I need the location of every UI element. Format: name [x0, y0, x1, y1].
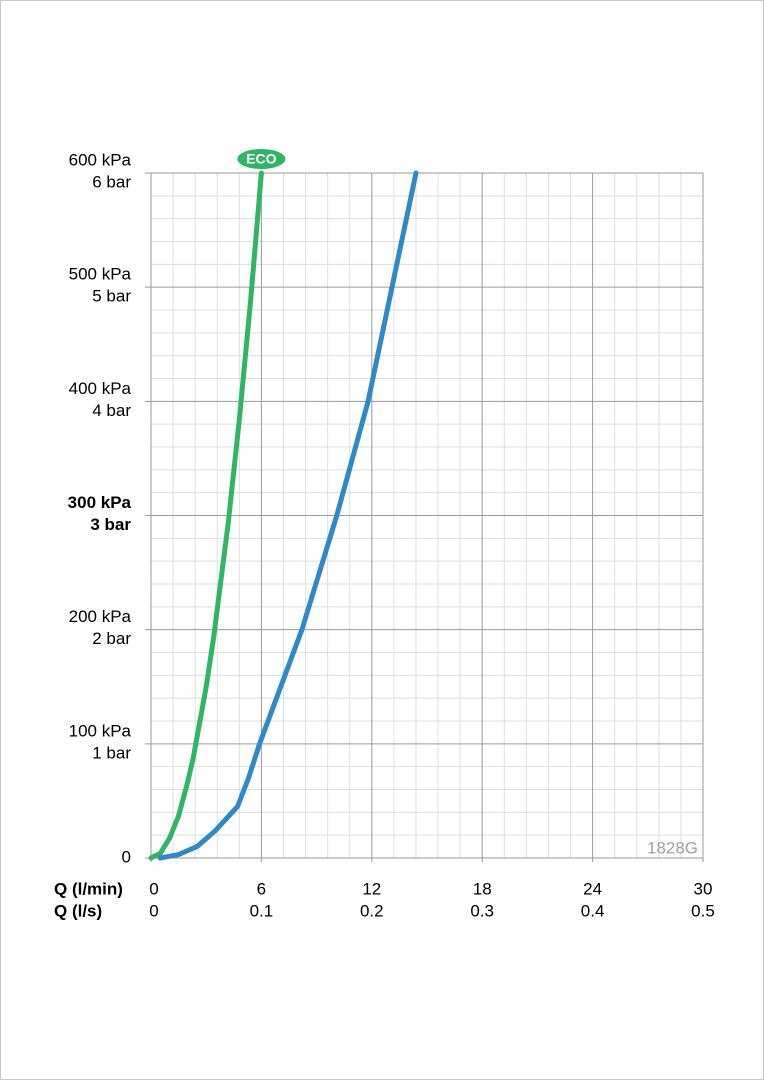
y-tick-label: 100 kPa [69, 721, 132, 740]
x2-tick-label: 0.5 [691, 901, 715, 920]
y2-tick-label: 3 bar [90, 515, 131, 534]
y-tick-label: 300 kPa [68, 493, 132, 512]
y-tick-label: 200 kPa [69, 607, 132, 626]
x2-tick-label: 0 [149, 901, 158, 920]
y-tick-label: 0 [122, 847, 131, 866]
y-tick-label: 500 kPa [69, 265, 132, 284]
x-tick-label: 24 [583, 879, 602, 898]
y2-tick-label: 5 bar [92, 287, 131, 306]
x2-tick-label: 0.2 [360, 901, 384, 920]
series-name: ECO [246, 151, 276, 167]
y-tick-label: 400 kPa [69, 379, 132, 398]
x-tick-label: 0 [149, 879, 158, 898]
series-badge [237, 149, 286, 169]
x2-tick-label: 0.4 [581, 901, 605, 920]
x-tick-label: 12 [362, 879, 381, 898]
x2-tick-label: 0.3 [470, 901, 494, 920]
x-tick-label: 30 [694, 879, 713, 898]
x2-axis-label: Q (l/s) [54, 901, 102, 920]
watermark: 1828G [647, 838, 698, 857]
y-tick-label: 600 kPa [69, 150, 132, 169]
series-line [148, 170, 264, 861]
y2-tick-label: 2 bar [92, 629, 131, 648]
plot-frame [150, 172, 704, 859]
y2-tick-label: 1 bar [92, 743, 131, 762]
x2-tick-label: 0.1 [250, 901, 274, 920]
series-line [157, 170, 419, 861]
x-tick-label: 18 [473, 879, 492, 898]
x-axis-label: Q (l/min) [54, 879, 123, 898]
y2-tick-label: 4 bar [92, 401, 131, 420]
y2-tick-label: 6 bar [92, 172, 131, 191]
x-tick-label: 6 [257, 879, 266, 898]
